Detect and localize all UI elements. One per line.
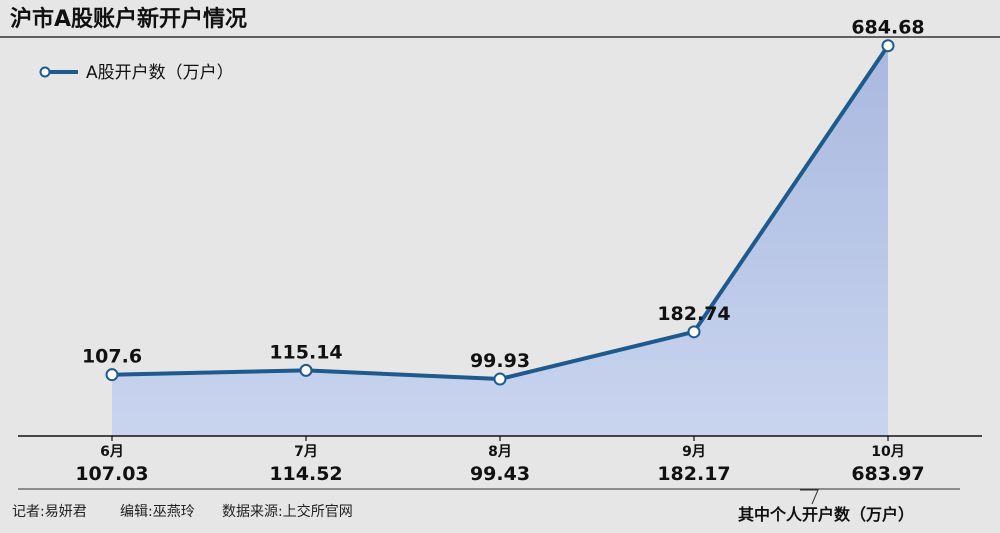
value-label-2: 115.14 [269, 341, 342, 363]
x-axis-ticks [111, 436, 889, 441]
sub-value-label-1: 107.03 [75, 463, 148, 485]
legend: A股开户数（万户） [39, 63, 234, 83]
credit-editor: 编辑:巫燕玲 [120, 504, 195, 520]
x-tick-label-2: 7月 [294, 444, 318, 460]
value-label-1: 107.6 [82, 346, 142, 368]
data-points [105, 39, 895, 386]
value-label-3: 99.93 [470, 350, 530, 372]
data-point-5 [881, 39, 895, 53]
x-tick-label-3: 8月 [488, 444, 512, 460]
x-tick-label-1: 6月 [100, 444, 124, 460]
area-fill [112, 45, 888, 436]
x-tick-label-5: 10月 [871, 444, 904, 460]
sub-value-label-2: 114.52 [269, 463, 342, 485]
data-point-4 [687, 325, 701, 339]
sub-series-note: 其中个人开户数（万户） [738, 505, 914, 524]
sub-value-label-5: 683.97 [851, 463, 924, 485]
legend-label: A股开户数（万户） [86, 63, 234, 83]
value-labels: 107.6 115.14 99.93 182.74 684.68 [82, 17, 925, 372]
x-tick-label-4: 9月 [682, 444, 706, 460]
legend-marker [39, 66, 51, 78]
sub-value-label-3: 99.43 [470, 463, 530, 485]
sub-value-label-4: 182.17 [657, 463, 730, 485]
sub-value-labels: 107.03 114.52 99.43 182.17 683.97 [75, 463, 924, 485]
value-label-5: 684.68 [851, 17, 924, 39]
chart-title: 沪市A股账户新开户情况 [10, 6, 247, 32]
data-point-2 [299, 363, 313, 377]
value-label-4: 182.74 [657, 303, 730, 325]
callout-pointer [800, 489, 819, 505]
x-axis-tick-labels: 6月 7月 8月 9月 10月 [100, 444, 905, 460]
credit-reporter: 记者:易妍君 [12, 504, 87, 520]
data-point-3 [493, 372, 507, 386]
credit-source: 数据来源:上交所官网 [222, 503, 353, 520]
data-point-1 [105, 368, 119, 382]
